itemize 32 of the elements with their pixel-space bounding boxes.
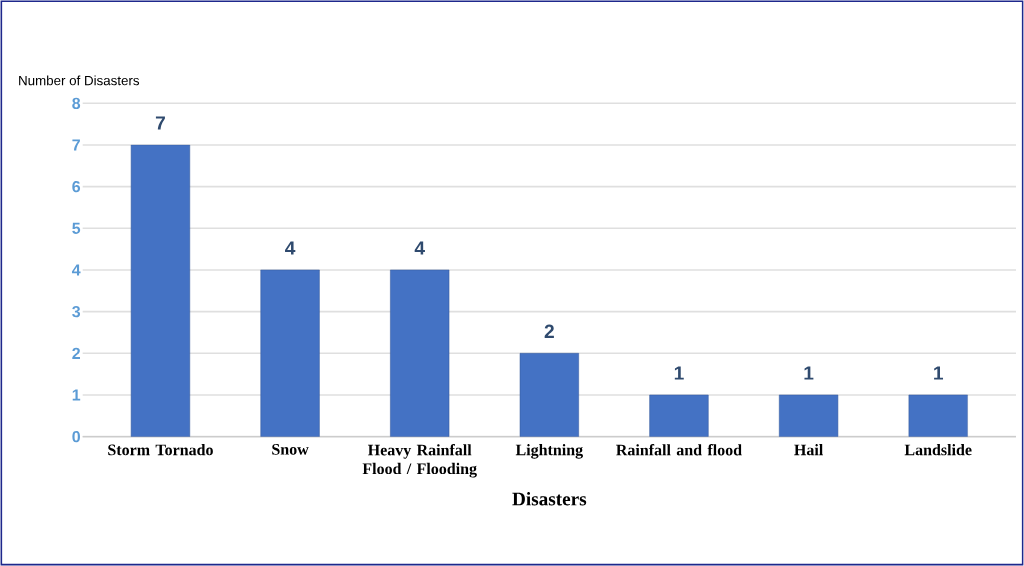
data-label: 1 [674,366,684,380]
data-label: 7 [155,116,165,130]
data-label: 1 [804,366,814,380]
x-tick-label: Storm Tornado [108,444,213,456]
x-tick-label: Hail [794,444,823,456]
y-tick-label: 2 [72,347,80,359]
y-tick-label: 0 [72,430,80,443]
x-axis-title: Disasters [512,491,587,506]
x-tick-label: Lightning [515,444,583,459]
y-tick-label: 6 [72,181,81,193]
x-tick-label: Snow [272,444,309,455]
bar [390,269,450,437]
bar [649,394,709,437]
y-tick-label: 4 [71,264,81,276]
bar [908,394,968,437]
y-tick-label: 1 [72,389,81,401]
x-tick-label: Rainfall and flood [616,444,742,456]
y-tick-label: 8 [72,97,81,109]
bar [260,269,320,437]
bar [778,394,839,437]
y-tick-label: 7 [72,139,80,151]
data-label: 2 [544,324,554,338]
data-label: 4 [285,241,296,255]
y-axis-title: Number of Disasters [19,75,140,86]
data-label: 1 [934,366,944,380]
bar [519,353,579,437]
y-tick-label: 3 [72,305,81,318]
x-tick-label: Heavy Rainfall Flood / Flooding [362,444,477,478]
x-tick-label: Landslide [904,444,972,456]
bar [130,144,191,437]
y-tick-label: 5 [72,222,81,234]
data-label: 4 [414,241,425,255]
